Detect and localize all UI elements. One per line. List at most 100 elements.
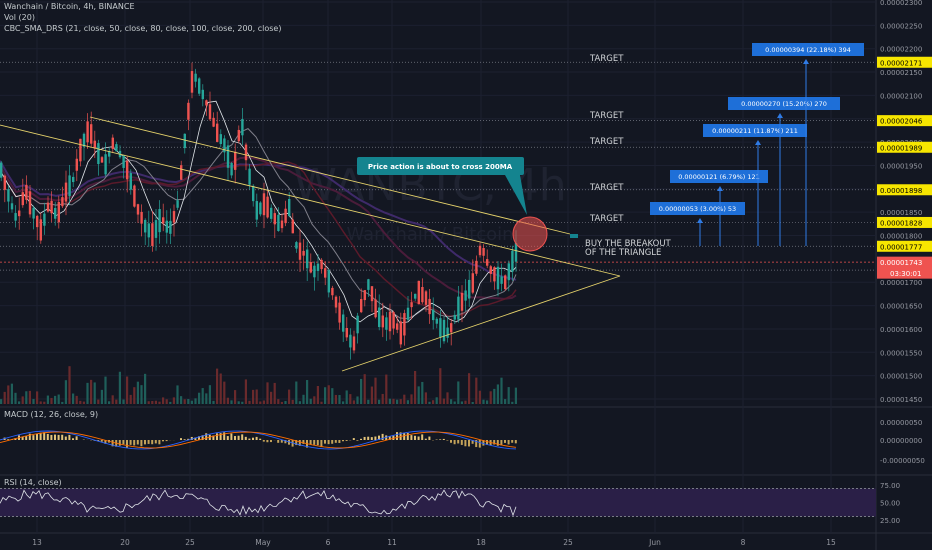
volume-bar: [392, 398, 395, 404]
candles: [0, 62, 518, 360]
macd-hist-bar: [230, 433, 233, 440]
candle-body: [223, 138, 226, 153]
candle-body: [172, 211, 176, 223]
macd-hist-bar: [136, 440, 139, 445]
volume-bar: [457, 381, 460, 404]
candle-body: [280, 220, 284, 229]
macd-hist-bar: [478, 440, 481, 448]
candle-body: [226, 145, 230, 168]
macd-hist-bar: [410, 435, 413, 440]
candle-body: [219, 134, 222, 145]
candle-body: [316, 263, 320, 271]
price-tick-label: 0.00001550: [880, 349, 922, 357]
candle-body: [93, 140, 96, 149]
macd-hist-bar: [75, 436, 78, 440]
candle-body: [36, 215, 39, 228]
target-box: [752, 43, 864, 56]
macd-hist-bar: [295, 440, 298, 446]
breakout-text-line2: OF THE TRIANGLE: [585, 248, 661, 258]
volume-bar: [205, 393, 208, 404]
macd-hist-bar: [72, 438, 74, 440]
candle-body: [442, 319, 446, 342]
price-tick-label: 0.00002100: [880, 92, 922, 100]
macd-hist-bar: [7, 439, 10, 440]
target-label: TARGET: [589, 214, 624, 224]
candle-body: [46, 202, 50, 212]
time-tick-label: 11: [387, 538, 397, 547]
macd-hist-bar: [248, 438, 251, 440]
volume-bars: [0, 366, 517, 404]
macd-hist-bar: [244, 436, 247, 440]
macd-hist-bar: [500, 440, 503, 446]
volume-bar: [18, 401, 21, 404]
volume-bar: [226, 397, 229, 404]
volume-bar: [489, 391, 492, 404]
macd-hist-bar: [482, 440, 485, 446]
volume-bar: [183, 399, 186, 404]
candle-body: [252, 185, 255, 202]
candle-body: [147, 223, 150, 238]
macd-hist-bar: [428, 436, 431, 440]
candle-body: [288, 198, 291, 217]
candle-body: [212, 117, 215, 127]
candle-body: [511, 250, 514, 272]
candle-body: [302, 250, 305, 256]
candle-body: [237, 129, 240, 142]
macd-hist-bar: [302, 440, 305, 444]
volume-indicator-label[interactable]: Vol (20): [4, 13, 35, 22]
macd-hist-bar: [363, 436, 366, 440]
sma-indicator-label[interactable]: CBC_SMA_DRS (21, close, 50, close, 80, c…: [4, 24, 282, 33]
volume-bar: [385, 374, 388, 404]
macd-signal-line: [0, 431, 517, 449]
candle-body: [208, 104, 212, 120]
volume-bar: [331, 388, 334, 404]
macd-hist-bar: [212, 435, 215, 440]
volume-bar: [169, 401, 172, 404]
macd-hist-bar: [61, 434, 64, 440]
macd-hist-bar: [21, 437, 24, 440]
rsi-tick-label: 50.00: [880, 500, 900, 508]
volume-bar: [36, 391, 39, 404]
price-tag-bg: [877, 141, 932, 153]
volume-bar: [129, 394, 132, 404]
macd-indicator-label[interactable]: MACD (12, 26, close, 9): [4, 410, 99, 419]
volume-bar: [496, 384, 499, 404]
volume-bar: [111, 395, 114, 404]
volume-bar: [79, 400, 82, 404]
macd-hist-bar: [129, 440, 132, 445]
volume-bar: [464, 400, 467, 404]
candle-body: [367, 279, 370, 290]
candle-body: [432, 309, 435, 321]
candle-body: [198, 78, 201, 94]
volume-bar: [180, 396, 183, 404]
candle-body: [61, 197, 64, 207]
volume-bar: [147, 401, 150, 404]
current-price-label: 0.00001743: [880, 259, 922, 267]
candle-body: [345, 327, 348, 338]
candle-body: [421, 286, 424, 303]
macd-hist-bar: [126, 440, 128, 448]
candle-body: [399, 321, 402, 345]
candle-body: [54, 207, 57, 219]
macd-hist-bar: [122, 440, 125, 445]
candle-body: [25, 184, 28, 200]
volume-bar: [115, 399, 118, 404]
rsi-indicator-label[interactable]: RSI (14, close): [4, 478, 62, 487]
macd-hist-bar: [442, 438, 445, 440]
candle-body: [410, 302, 413, 308]
macd-hist-bar: [356, 440, 359, 441]
volume-bar: [288, 389, 291, 404]
candle-body: [496, 266, 500, 290]
macd-hist-bar: [388, 436, 391, 440]
macd-hist-bar: [133, 440, 136, 446]
volume-bar: [266, 382, 269, 404]
candle-body: [460, 292, 464, 311]
volume-bar: [154, 400, 157, 404]
volume-bar: [234, 390, 237, 404]
volume-bar: [320, 401, 323, 404]
volume-bar: [511, 401, 514, 404]
price-tick-label: 0.00001850: [880, 209, 922, 217]
candle-body: [313, 265, 316, 278]
